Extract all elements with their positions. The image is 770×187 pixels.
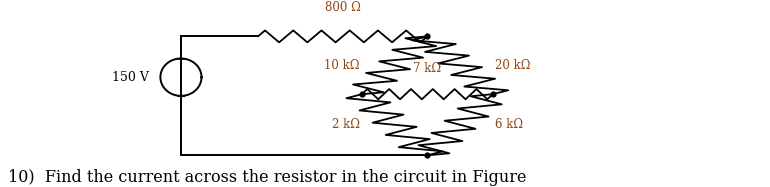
Text: −: −	[176, 91, 186, 104]
Text: 2 kΩ: 2 kΩ	[332, 118, 360, 131]
Text: 10 kΩ: 10 kΩ	[324, 59, 360, 72]
Text: +: +	[176, 54, 186, 67]
Text: 150 V: 150 V	[112, 71, 149, 84]
Text: 800 Ω: 800 Ω	[325, 1, 360, 14]
Text: 20 kΩ: 20 kΩ	[495, 59, 531, 72]
Text: 7 kΩ: 7 kΩ	[413, 62, 441, 76]
Text: 6 kΩ: 6 kΩ	[495, 118, 523, 131]
Text: 10)  Find the current across the resistor in the circuit in Figure: 10) Find the current across the resistor…	[8, 169, 526, 186]
